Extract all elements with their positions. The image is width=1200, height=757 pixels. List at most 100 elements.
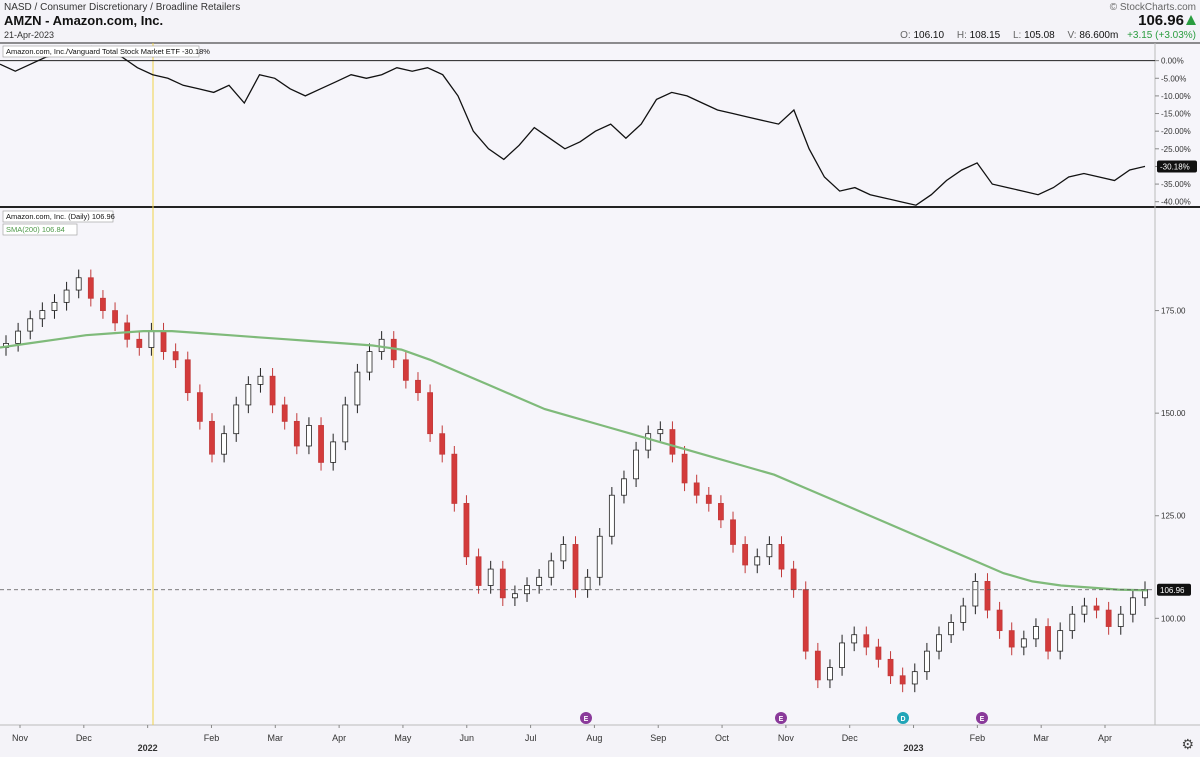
open-label: O: (900, 30, 911, 41)
rs-tick-label: -40.00% (1161, 198, 1191, 207)
candle-body (778, 544, 785, 570)
candle-body (645, 433, 652, 451)
time-tick-label: Nov (778, 733, 795, 743)
candle-body (1069, 613, 1076, 632)
candle-body (1033, 626, 1039, 640)
candle-body (972, 580, 979, 607)
candle-body (1093, 605, 1100, 611)
earnings-marker (580, 712, 592, 724)
brand-label[interactable]: © StockCharts.com (1109, 2, 1196, 13)
time-tick-label: May (394, 733, 412, 743)
last-price-box (1157, 583, 1191, 596)
rs-tick-label: -5.00% (1161, 74, 1186, 83)
candle-body (608, 494, 615, 537)
candle-body (269, 375, 276, 406)
candle-body (1105, 609, 1112, 627)
candle-body (1008, 630, 1015, 648)
candle-body (596, 535, 603, 578)
change-value: +3.15 (+3.03%) (1127, 30, 1196, 41)
time-tick-label: 2022 (138, 743, 158, 753)
sma-200-line (0, 330, 1148, 592)
candle-body (923, 650, 930, 673)
candle-body (899, 675, 906, 685)
volume-value: 86.600m (1079, 30, 1119, 41)
main-legend-label: Amazon.com, Inc. (Daily) 106.96 (6, 212, 115, 221)
candle-body (27, 318, 34, 332)
candle-body (475, 556, 482, 586)
candle-body (693, 482, 700, 496)
candle-body (996, 609, 1003, 632)
candle-body (936, 634, 942, 652)
candle-body (681, 453, 688, 484)
rs-tick-label: -15.00% (1161, 110, 1191, 119)
rs-tick-label: -35.00% (1161, 180, 1191, 189)
candle-body (548, 560, 555, 578)
candle-body (451, 453, 458, 504)
time-tick-label: Aug (586, 733, 602, 743)
time-tick-label: Dec (842, 733, 859, 743)
candle-body (536, 576, 543, 586)
time-tick-label: Apr (1098, 733, 1112, 743)
sma-legend-label: SMA(200) 106.84 (6, 225, 65, 234)
rs-last-value-box (1157, 160, 1197, 173)
chart-date: 21-Apr-2023 (4, 30, 55, 40)
earnings-marker-label: E (584, 716, 589, 723)
candle-body (718, 503, 724, 521)
earnings-marker-label: E (980, 716, 985, 723)
candle-body (657, 429, 664, 435)
top-panel-bg (0, 43, 1200, 207)
candle-body (948, 622, 955, 636)
time-tick-label: Mar (1033, 733, 1049, 743)
candle-body (39, 310, 46, 320)
candle-body (354, 371, 361, 406)
candle-body (233, 404, 240, 435)
candle-body (1117, 613, 1124, 627)
candle-body (875, 646, 882, 660)
candle-body (330, 441, 337, 463)
candle-body (560, 544, 567, 562)
volume-label: V: (1067, 30, 1077, 41)
rs-tick-label: 0.00% (1161, 57, 1184, 66)
candle-body (621, 478, 627, 496)
rs-tick-label: -10.00% (1161, 92, 1191, 101)
main-legend-box (2, 210, 114, 223)
price-tick-label: 175.00 (1161, 307, 1186, 316)
candle-body (705, 494, 712, 504)
time-tick-label: Jul (525, 733, 537, 743)
main-panel-bg (0, 208, 1200, 725)
candle-body (293, 420, 300, 447)
ohlc-readout: O: 106.10 H: 108.15 L: 105.08 V: 86.600m… (890, 30, 1196, 41)
candle-body (196, 392, 203, 422)
candle-body (802, 589, 809, 652)
candle-body (487, 568, 494, 586)
open-value: 106.10 (913, 30, 945, 41)
candle-body (75, 277, 82, 291)
candle-body (63, 289, 70, 303)
candle-body (172, 351, 179, 361)
time-tick-label: Jun (460, 733, 475, 743)
candle-body (790, 568, 797, 590)
candle-body (827, 667, 833, 681)
low-label: L: (1013, 30, 1022, 41)
candle-body (245, 384, 252, 406)
gear-icon[interactable]: ⚙ (1181, 736, 1194, 752)
time-tick-label: Oct (715, 733, 730, 743)
candle-body (15, 330, 22, 344)
rs-legend-box (2, 45, 200, 58)
candle-body (960, 605, 967, 623)
price-tick-label: 125.00 (1161, 512, 1186, 521)
time-tick-label: Nov (12, 733, 29, 743)
rs-legend-label: Amazon.com, Inc./Vanguard Total Stock Ma… (6, 47, 210, 56)
earnings-marker (976, 712, 988, 724)
candle-body (318, 425, 324, 463)
high-value: 108.15 (969, 30, 1001, 41)
candle-body (160, 330, 167, 353)
candle-body (1020, 638, 1027, 648)
rs-tick-label: -20.00% (1161, 127, 1191, 136)
candle-body (415, 379, 421, 394)
candle-body (112, 310, 118, 324)
candle-body (427, 392, 433, 435)
last-price-label: 106.96 (1160, 586, 1185, 595)
price-tick-label: 100.00 (1161, 614, 1186, 623)
